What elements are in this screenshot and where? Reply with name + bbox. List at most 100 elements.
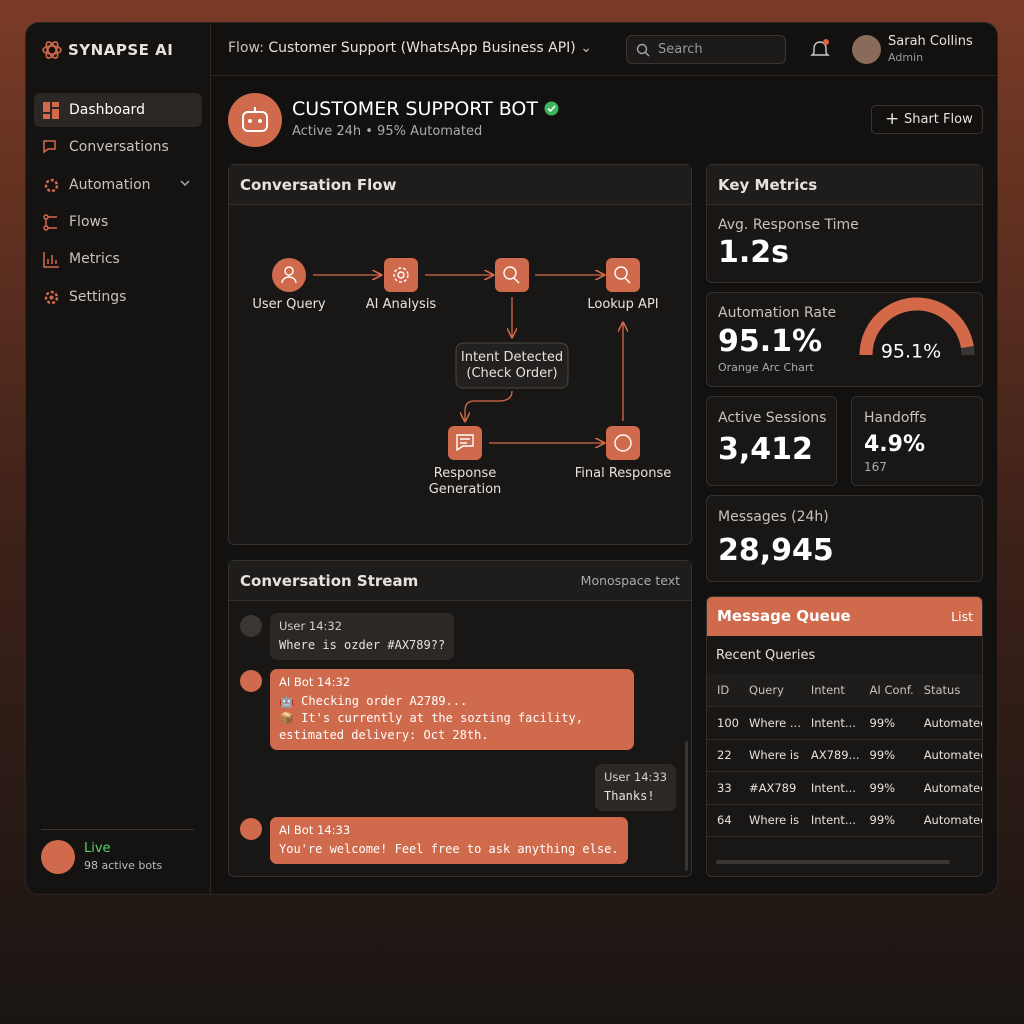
table-row[interactable]: 33 #AX789 Intent... 99% Automated [707, 771, 982, 805]
panel-title: Key Metrics [707, 165, 982, 205]
table-row[interactable]: 64 Where is Intent... 99% Automated [707, 804, 982, 837]
user-name: Sarah Collins [888, 34, 973, 49]
metric-value: 3,412 [718, 432, 813, 467]
table-cell: 99% [859, 804, 914, 837]
table-cell: Automated [913, 771, 982, 805]
sender: User [279, 619, 306, 633]
sender: User [604, 770, 631, 784]
scrollbar[interactable] [716, 860, 950, 864]
sender: AI Bot [279, 823, 314, 837]
metric-card: Active Sessions 3,412 [706, 396, 837, 486]
divider [41, 829, 194, 830]
table-cell: 99% [859, 706, 914, 740]
nav-label: Dashboard [69, 102, 145, 118]
button-label: Shart Flow [904, 112, 973, 127]
queue-table: ID Query Intent AI Conf. Status 100 Where ... I… [707, 674, 982, 837]
flow-panel: Conversation Flow User Query AI Analysis L… [228, 164, 692, 545]
user-role: Admin [888, 51, 924, 64]
column-header: Intent [800, 674, 860, 707]
table-cell: Automated [913, 804, 982, 837]
metric-value: 1.2s [718, 235, 790, 270]
panel-title: Conversation Stream Monospace text [229, 561, 691, 601]
nav-item[interactable]: Dashboard [34, 93, 202, 127]
table-cell: 100 [707, 706, 739, 740]
message-bubble: User 14:32 Where is ozder #AX789?? [270, 613, 455, 660]
flow-node-label: Intent Detected (Check Order) [461, 350, 563, 381]
column-header: Status [913, 674, 982, 707]
queue-subtitle: Recent Queries [716, 648, 816, 663]
gauge-arc [859, 297, 974, 356]
message-text: You're welcome! Feel free to ask anythin… [279, 842, 619, 856]
nav-item[interactable]: Metrics [34, 242, 202, 276]
gauge: 95.1% [859, 297, 975, 363]
panel-note: Monospace text [580, 573, 680, 588]
table-cell: 22 [707, 739, 739, 772]
nav-label: Metrics [69, 251, 120, 267]
metric-label: Active Sessions [718, 410, 827, 426]
metric-label: Automation Rate [718, 305, 837, 321]
nav-label: Flows [69, 214, 109, 230]
table-cell: 64 [707, 804, 739, 837]
flow-node-label: Lookup API [587, 297, 658, 312]
app-window: SYNAPSE AI Dashboard Conversations Autom… [25, 22, 998, 895]
flow-name: Customer Support (WhatsApp Business API) [268, 40, 576, 56]
nav-item[interactable]: Conversations [34, 130, 202, 164]
panel-title: Message Queue List [707, 597, 982, 636]
metric-value: 28,945 [718, 533, 834, 568]
topbar-border [211, 75, 997, 76]
table-cell: Automated [913, 706, 982, 740]
table-row[interactable]: 100 Where ... Intent... 99% Automated [707, 706, 982, 740]
metric-card: Automation Rate 95.1% Orange Arc Chart 9… [706, 292, 983, 387]
flow-prefix: Flow: [228, 40, 264, 56]
metric-label: Handoffs [864, 410, 927, 426]
queue-panel: Message Queue List Recent Queries ID Query… [706, 596, 983, 877]
time: 14:33 [633, 770, 668, 784]
nav-item[interactable]: Flows [34, 205, 202, 239]
bot-title-text: CUSTOMER SUPPORT BOT [292, 98, 538, 120]
metric-value: 4.9% [864, 432, 926, 457]
table-cell: Where is [738, 804, 801, 837]
flow-node-label: AI Analysis [366, 297, 437, 312]
message-text: Thanks! [604, 789, 655, 803]
flow-diagram: User Query AI Analysis Lookup API Intent De… [252, 258, 672, 497]
time: 14:32 [308, 619, 343, 633]
panel-link[interactable]: List [951, 609, 973, 624]
metric-detail: 167 [864, 460, 887, 474]
nav-label: Settings [69, 289, 127, 305]
bot-title: CUSTOMER SUPPORT BOT [292, 98, 559, 120]
start-flow-button[interactable]: + Shart Flow [871, 105, 983, 134]
notification-bell[interactable] [810, 39, 830, 59]
table-cell: 99% [859, 771, 914, 805]
flow-node-label: Final Response [575, 466, 672, 481]
sender: AI Bot [279, 675, 314, 689]
column-header: ID [707, 674, 739, 707]
scrollbar[interactable] [685, 741, 688, 871]
table-cell: Intent... [800, 771, 860, 805]
flow-selector[interactable]: Flow: Customer Support (WhatsApp Busines… [228, 40, 592, 56]
time: 14:33 [317, 823, 351, 837]
bot-avatar [228, 93, 282, 147]
nav-item[interactable]: Settings [34, 280, 202, 314]
search-box[interactable]: Search [626, 35, 786, 64]
user-avatar[interactable] [852, 35, 881, 64]
message-bubble: AI Bot 14:33 You're welcome! Feel free to… [270, 817, 628, 864]
table-row[interactable]: 22 Where is AX789... 99% Automated [707, 739, 982, 772]
flow-node-label: User Query [252, 297, 326, 312]
nav-item[interactable]: Automation [34, 168, 202, 202]
status-avatar [41, 840, 75, 874]
bot-subtitle: Active 24h • 95% Automated [292, 124, 483, 139]
bot-icon [240, 818, 262, 840]
table-cell: 33 [707, 771, 739, 805]
message-bubble: AI Bot 14:32 🤖 Checking order A2789... 📦 … [270, 669, 634, 750]
column-header: Query [738, 674, 801, 707]
column-header: AI Conf. [859, 674, 914, 707]
metric-caption: Orange Arc Chart [718, 361, 814, 374]
metric-card: Handoffs 4.9% 167 [851, 396, 983, 486]
metric-card: Messages (24h) 28,945 [706, 495, 983, 582]
gauge-label: 95.1% [881, 341, 941, 363]
metric-label: Messages (24h) [718, 509, 829, 525]
search-placeholder: Search [658, 42, 703, 57]
brand-name: SYNAPSE AI [68, 41, 174, 59]
